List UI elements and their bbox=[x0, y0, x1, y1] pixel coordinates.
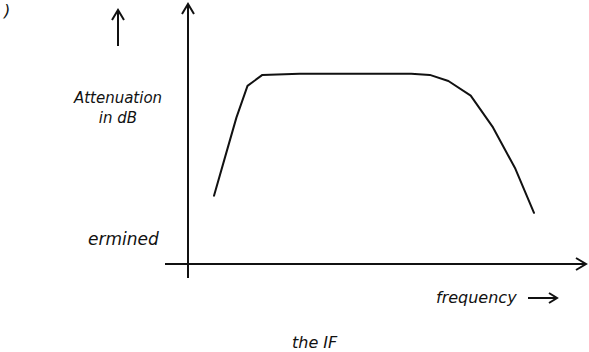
attenuation-curve bbox=[214, 74, 534, 213]
x-axis-arrow bbox=[576, 258, 586, 270]
plot-area bbox=[214, 74, 534, 213]
x-label: frequency bbox=[436, 288, 517, 307]
y-label: Attenuationin dB bbox=[73, 89, 162, 127]
x-label-arrow-head bbox=[549, 293, 557, 303]
x-axis bbox=[165, 263, 585, 265]
x-label-arrow bbox=[528, 297, 556, 299]
annotation: the IF bbox=[292, 333, 338, 352]
annotation: ) bbox=[3, 1, 10, 20]
annotation: ermined bbox=[88, 229, 159, 249]
y-axis-arrow bbox=[182, 4, 194, 14]
chart: Attenuationin dB frequency) ermined the IF bbox=[0, 0, 589, 352]
label-arrow-head bbox=[112, 10, 124, 20]
y-axis bbox=[187, 5, 189, 278]
label-arrow bbox=[117, 12, 119, 46]
